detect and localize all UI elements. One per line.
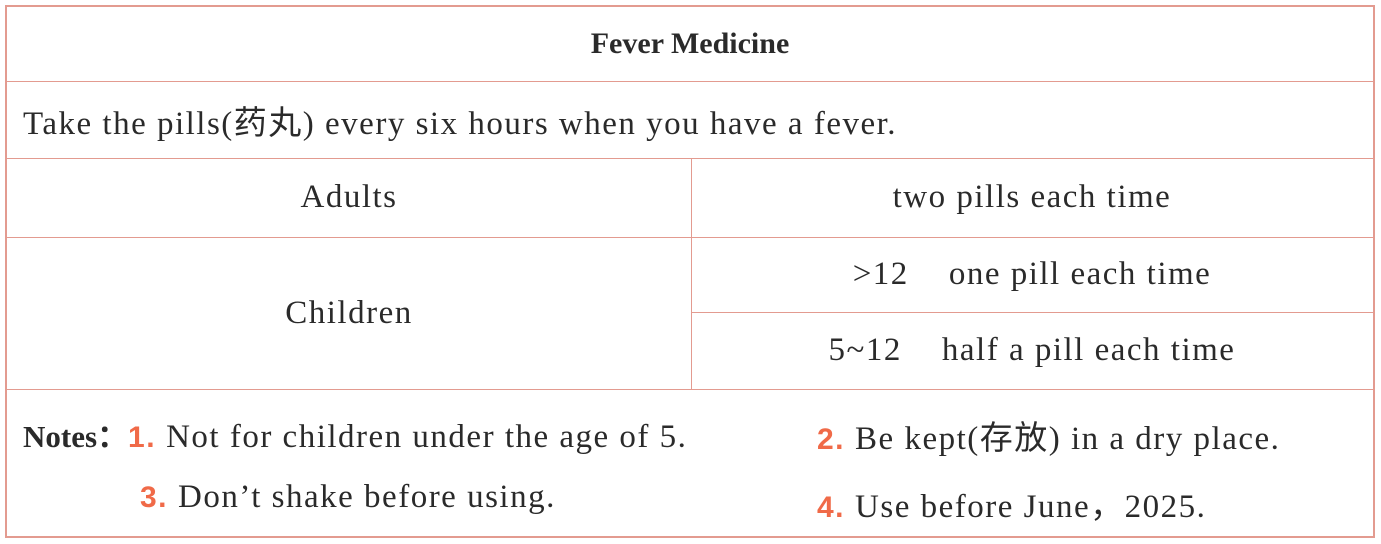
dose: one pill each time [948, 256, 1212, 292]
instruction-text: Take the pills(药丸) every six hours when … [23, 105, 898, 142]
note-2: 2. Be kept(存放) in a dry place. [817, 411, 1280, 459]
note-text: Not for children under the age of 5. [166, 419, 688, 455]
note-number: 3. [140, 481, 169, 514]
table-title: Fever Medicine [590, 27, 790, 60]
children-dose-over-12: >12 one pill each time [691, 237, 1373, 312]
age-range: >12 [852, 256, 909, 292]
notes-label: Notes： [23, 419, 129, 454]
column-divider [691, 158, 692, 389]
divider [7, 237, 1373, 238]
medicine-table: Fever Medicine Take the pills(药丸) every … [5, 5, 1375, 538]
note-number: 1. [128, 421, 157, 454]
dose: half a pill each time [941, 332, 1236, 368]
divider [7, 389, 1373, 390]
note-number: 4. [817, 491, 846, 524]
children-label: Children [285, 294, 413, 331]
adults-dose: two pills each time [892, 179, 1172, 215]
note-3: 3. Don’t shake before using. [140, 479, 556, 516]
note-number: 2. [817, 423, 846, 456]
divider [7, 158, 1373, 159]
note-text: Don’t shake before using. [178, 479, 556, 515]
children-dose-5-12: 5~12 half a pill each time [691, 312, 1373, 389]
age-range: 5~12 [828, 332, 902, 368]
note-text: Be kept(存放) in a dry place. [855, 421, 1281, 457]
note-4: 4. Use before June，2025. [817, 479, 1206, 527]
adults-label: Adults [300, 179, 398, 215]
divider [691, 312, 1373, 313]
note-text: Use before June，2025. [855, 489, 1207, 525]
divider [7, 81, 1373, 82]
note-1: Notes： 1. Not for children under the age… [23, 411, 687, 456]
